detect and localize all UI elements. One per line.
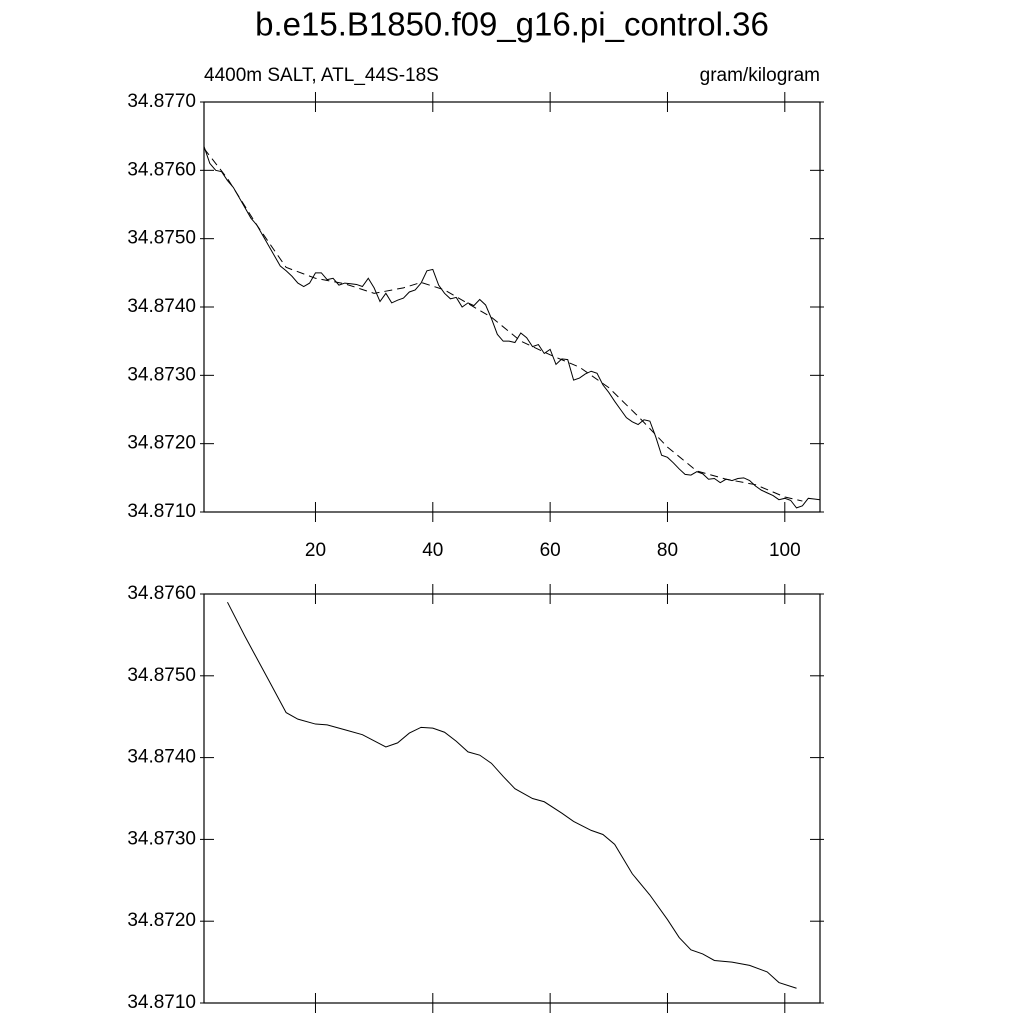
- y-tick-label: 34.8770: [127, 91, 196, 112]
- x-tick-label: 20: [305, 540, 326, 561]
- plot-frame: [203, 101, 821, 513]
- y-tick-label: 34.8760: [127, 583, 196, 604]
- y-tick-label: 34.8740: [127, 747, 196, 768]
- y-tick-label: 34.8730: [127, 828, 196, 849]
- y-tick-label: 34.8710: [127, 992, 196, 1013]
- plot-frame: [203, 593, 821, 1004]
- y-tick-label: 34.8720: [127, 910, 196, 931]
- y-tick-label: 34.8710: [127, 501, 196, 522]
- y-tick-label: 34.8720: [127, 433, 196, 454]
- y-tick-label: 34.8730: [127, 364, 196, 385]
- subtitle-right: gram/kilogram: [700, 65, 820, 86]
- y-tick-label: 34.8750: [127, 665, 196, 686]
- x-tick-label: 80: [657, 540, 678, 561]
- data-line: [203, 148, 803, 502]
- chart-title: b.e15.B1850.f09_g16.pi_control.36: [255, 6, 769, 43]
- y-tick-label: 34.8740: [127, 296, 196, 317]
- data-line: [227, 601, 797, 989]
- y-tick-label: 34.8760: [127, 159, 196, 180]
- x-tick-label: 100: [769, 540, 801, 561]
- y-tick-label: 34.8750: [127, 228, 196, 249]
- data-line: [203, 146, 821, 509]
- x-tick-label: 40: [422, 540, 443, 561]
- x-tick-label: 60: [540, 540, 561, 561]
- subtitle-left: 4400m SALT, ATL_44S-18S: [204, 65, 439, 86]
